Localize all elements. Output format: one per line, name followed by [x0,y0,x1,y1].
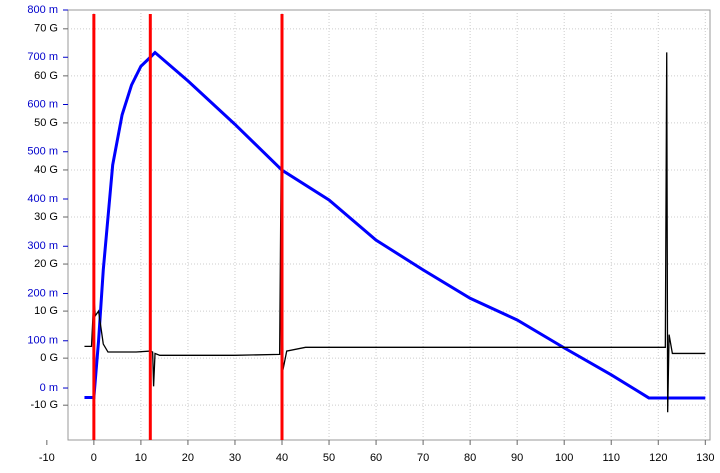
y-tick-label: 70 G [34,23,58,35]
x-tick-label: 120 [649,452,667,464]
y-tick-label: 20 G [34,258,58,270]
x-tick-label: 20 [182,452,194,464]
x-tick-label: 100 [555,452,573,464]
y-tick-label: 40 G [34,164,58,176]
y-tick-label: 60 G [34,70,58,82]
x-tick-label: 30 [229,452,241,464]
x-tick-label: 50 [323,452,335,464]
series-line [84,50,706,400]
y2-tick-label: 100 m [27,335,58,347]
y2-tick-label: 0 m [40,382,58,394]
x-tick-label: 110 [602,452,620,464]
x-tick-label: 0 [91,452,97,464]
x-tick-label: 40 [276,452,288,464]
y2-tick-label: 700 m [27,51,58,63]
x-tick-label: 130 [696,452,714,464]
y2-tick-label: 400 m [27,193,58,205]
x-tick-label: 60 [370,452,382,464]
plot-area [67,9,711,441]
x-tick-label: 80 [464,452,476,464]
y-tick-label: -10 G [30,399,58,411]
y2-tick-label: 300 m [27,240,58,252]
x-tick-label: 70 [417,452,429,464]
y2-tick-label: 200 m [27,287,58,299]
x-tick-label: 90 [511,452,523,464]
x-tick-label: -10 [39,452,55,464]
y-tick-label: 10 G [34,305,58,317]
y-tick-label: 30 G [34,211,58,223]
y2-tick-label: 800 m [27,4,58,16]
y-tick-label: 0 G [40,352,58,364]
x-tick-label: 10 [135,452,147,464]
y2-tick-label: 500 m [27,146,58,158]
y2-tick-label: 600 m [27,98,58,110]
y-tick-label: 50 G [34,117,58,129]
series-line [84,52,706,413]
